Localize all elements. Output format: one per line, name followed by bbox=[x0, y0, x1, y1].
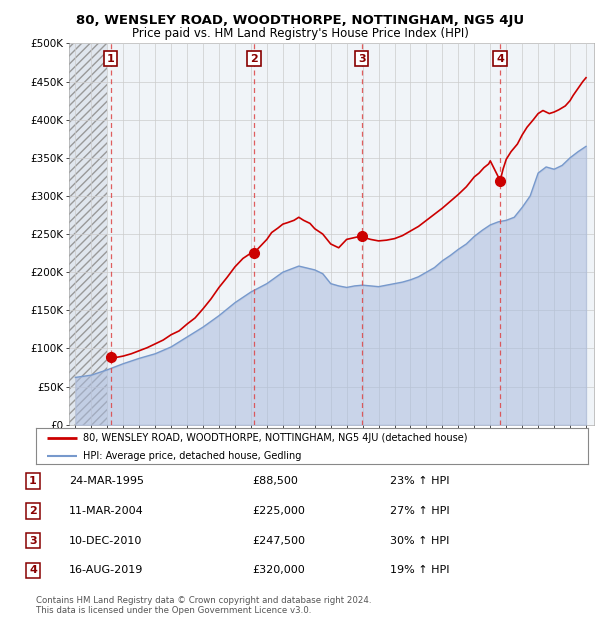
Text: 1: 1 bbox=[107, 54, 115, 64]
Text: £247,500: £247,500 bbox=[252, 536, 305, 546]
Text: 3: 3 bbox=[29, 536, 37, 546]
Text: 23% ↑ HPI: 23% ↑ HPI bbox=[390, 476, 449, 486]
Text: £225,000: £225,000 bbox=[252, 506, 305, 516]
Text: Contains HM Land Registry data © Crown copyright and database right 2024.
This d: Contains HM Land Registry data © Crown c… bbox=[36, 596, 371, 615]
Text: 10-DEC-2010: 10-DEC-2010 bbox=[69, 536, 142, 546]
Text: £88,500: £88,500 bbox=[252, 476, 298, 486]
Text: 4: 4 bbox=[29, 565, 37, 575]
Text: 2: 2 bbox=[29, 506, 37, 516]
Text: 16-AUG-2019: 16-AUG-2019 bbox=[69, 565, 143, 575]
Text: 27% ↑ HPI: 27% ↑ HPI bbox=[390, 506, 449, 516]
Text: 80, WENSLEY ROAD, WOODTHORPE, NOTTINGHAM, NG5 4JU (detached house): 80, WENSLEY ROAD, WOODTHORPE, NOTTINGHAM… bbox=[83, 433, 467, 443]
Text: 3: 3 bbox=[358, 54, 365, 64]
Text: 2: 2 bbox=[250, 54, 258, 64]
Text: HPI: Average price, detached house, Gedling: HPI: Average price, detached house, Gedl… bbox=[83, 451, 301, 461]
Text: 80, WENSLEY ROAD, WOODTHORPE, NOTTINGHAM, NG5 4JU: 80, WENSLEY ROAD, WOODTHORPE, NOTTINGHAM… bbox=[76, 14, 524, 27]
Text: £320,000: £320,000 bbox=[252, 565, 305, 575]
Text: 19% ↑ HPI: 19% ↑ HPI bbox=[390, 565, 449, 575]
Text: 11-MAR-2004: 11-MAR-2004 bbox=[69, 506, 144, 516]
Text: 4: 4 bbox=[496, 54, 504, 64]
Bar bbox=[69, 43, 107, 425]
Text: 24-MAR-1995: 24-MAR-1995 bbox=[69, 476, 144, 486]
Text: 30% ↑ HPI: 30% ↑ HPI bbox=[390, 536, 449, 546]
Text: Price paid vs. HM Land Registry's House Price Index (HPI): Price paid vs. HM Land Registry's House … bbox=[131, 27, 469, 40]
Text: 1: 1 bbox=[29, 476, 37, 486]
